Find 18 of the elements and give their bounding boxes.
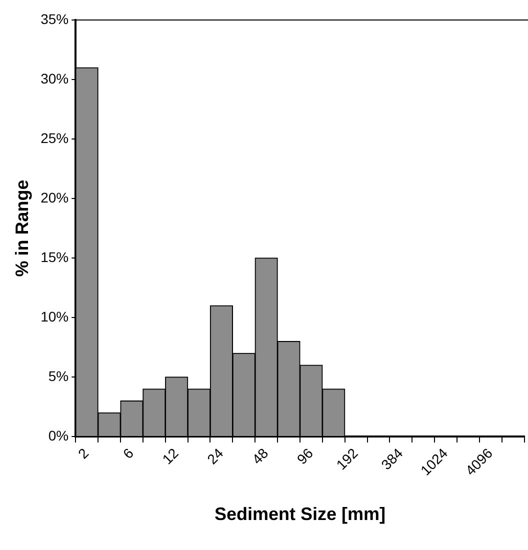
y-tick-label: 5% [48, 368, 69, 384]
y-tick-label: 25% [40, 130, 69, 146]
y-tick-label: 10% [40, 308, 69, 324]
x-tick-label: 48 [248, 444, 272, 468]
y-tick-label: 30% [40, 70, 69, 86]
x-tick-label: 192 [333, 444, 362, 473]
x-tick-label: 6 [120, 444, 137, 462]
y-tick-label: 15% [40, 248, 69, 265]
y-tick-label: 20% [40, 189, 69, 206]
x-axis-title: Sediment Size [mm] [214, 504, 386, 524]
y-tick-label: 0% [48, 427, 69, 444]
x-tick-label: 384 [378, 444, 406, 473]
y-tick-label: 35% [40, 10, 69, 27]
y-axis-title: % in Range [12, 180, 32, 277]
x-tick-label: 2 [74, 444, 92, 462]
x-tick-label: 24 [204, 444, 226, 468]
x-tick-label: 96 [294, 444, 316, 468]
x-tick-label: 12 [159, 444, 182, 468]
